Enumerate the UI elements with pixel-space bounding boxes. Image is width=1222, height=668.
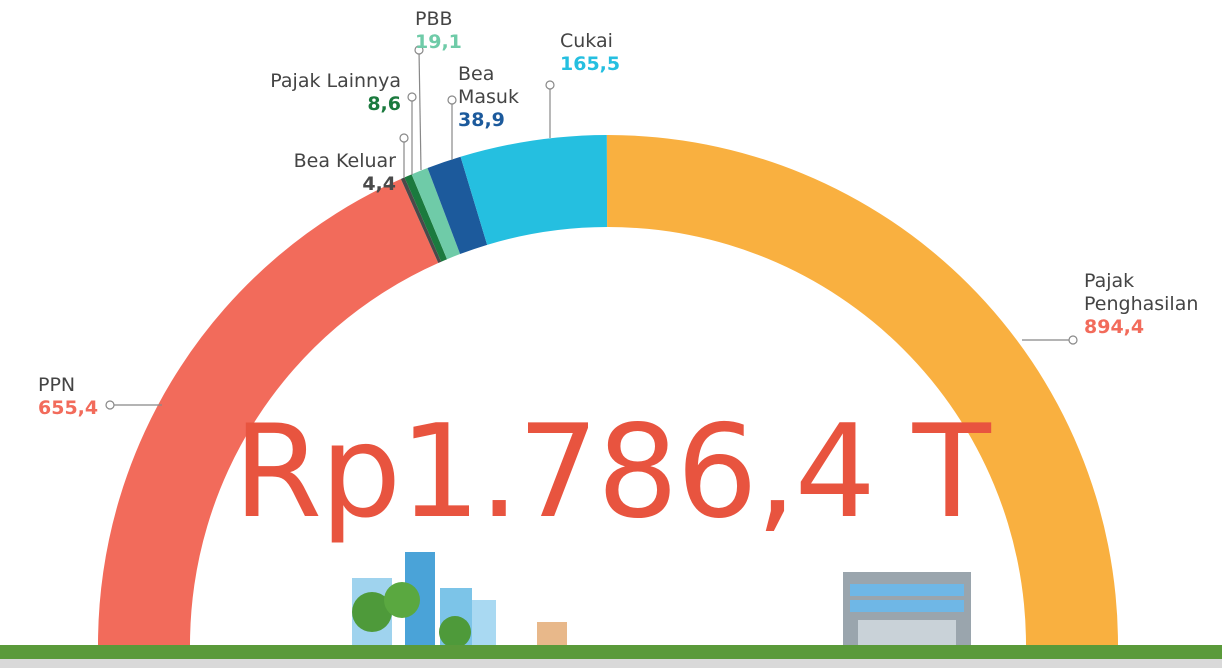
leader-dot (546, 81, 554, 89)
window-row (850, 584, 964, 596)
value-label: 165,5 (560, 53, 650, 76)
building (472, 600, 496, 652)
ground (0, 645, 1222, 659)
stall (537, 622, 567, 648)
value-label: 8,6 (221, 93, 401, 116)
road (0, 659, 1222, 668)
value-label: 894,4 (1084, 316, 1214, 339)
segment (461, 135, 608, 245)
category-name: Bea Keluar (236, 150, 396, 173)
segments (98, 135, 1118, 645)
category-name: PPN (38, 374, 118, 397)
tree (439, 616, 471, 648)
leader-line (419, 50, 421, 170)
category-name: Cukai (560, 30, 650, 53)
value-label: 19,1 (415, 31, 495, 54)
chart (0, 0, 1222, 668)
leader-dot (408, 93, 416, 101)
category-name: PBB (415, 8, 495, 31)
tree (384, 582, 420, 618)
value-label: 38,9 (458, 109, 528, 132)
category-name: Pajak Lainnya (221, 70, 401, 93)
leader-dot (1069, 336, 1077, 344)
category-name: Pajak Penghasilan (1084, 270, 1214, 316)
infographic: Rp1.786,4 T PPN655,4 Bea Keluar4,4 Pajak L… (0, 0, 1222, 668)
segment (607, 135, 1118, 645)
leader-dot (400, 134, 408, 142)
value-label: 655,4 (38, 397, 118, 420)
value-label: 4,4 (236, 173, 396, 196)
category-name: Bea Masuk (458, 63, 528, 109)
total-label: Rp1.786,4 T (0, 398, 1222, 548)
window-row (850, 600, 964, 612)
leader-dot (448, 96, 456, 104)
